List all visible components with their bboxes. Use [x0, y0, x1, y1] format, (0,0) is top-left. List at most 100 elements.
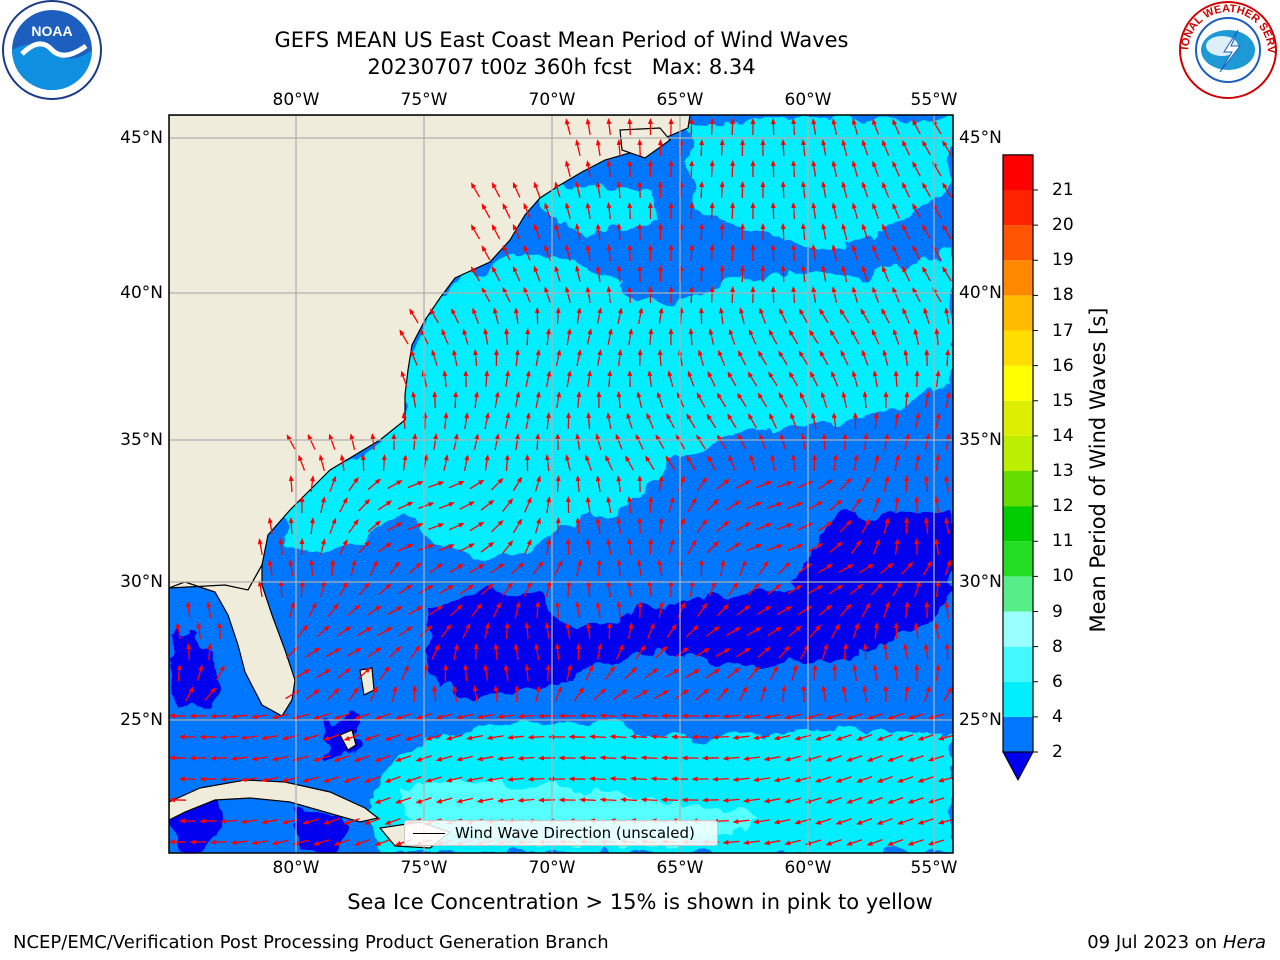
wave-direction-arrow [348, 476, 359, 492]
wave-direction-arrow [779, 433, 787, 450]
wave-direction-arrow [737, 392, 747, 408]
wave-direction-arrow [316, 668, 332, 679]
wave-direction-arrow [627, 202, 633, 220]
wave-direction-arrow [431, 349, 438, 366]
wave-direction-arrow [555, 601, 561, 619]
wave-direction-arrow [722, 839, 740, 845]
wave-direction-arrow [492, 601, 501, 618]
noaa-logo: NOAA [2, 0, 102, 100]
wave-direction-arrow [512, 476, 523, 492]
wave-direction-arrow [892, 581, 902, 597]
lat-tick-left: 30°N [120, 572, 163, 592]
wave-direction-arrow [840, 349, 849, 366]
wave-direction-arrow [595, 265, 601, 282]
wave-direction-arrow [739, 559, 747, 576]
wave-direction-arrow [251, 756, 269, 762]
colorbar-tick-label: 15 [1052, 390, 1074, 411]
wave-direction-arrow [871, 328, 880, 345]
lat-tick-left: 25°N [120, 710, 163, 730]
wave-direction-arrow [748, 328, 757, 345]
wave-direction-arrow [554, 181, 561, 198]
wave-direction-arrow [866, 838, 883, 846]
wave-direction-arrow [851, 286, 859, 303]
wave-direction-arrow [466, 776, 483, 783]
wave-direction-arrow [357, 626, 373, 637]
wave-direction-arrow [800, 433, 806, 451]
wave-direction-arrow [841, 139, 848, 156]
wave-direction-arrow [743, 840, 760, 846]
wave-direction-arrow [650, 734, 668, 740]
wave-direction-arrow [459, 584, 475, 595]
lat-tick-left: 35°N [120, 430, 163, 450]
wave-direction-arrow [298, 454, 306, 471]
wave-direction-arrow [402, 454, 408, 471]
wave-direction-arrow [747, 371, 758, 387]
wave-direction-arrow [410, 349, 418, 366]
wave-direction-arrow [388, 646, 402, 659]
wave-direction-arrow [185, 686, 194, 702]
wave-direction-arrow [456, 755, 473, 762]
wave-direction-arrow [292, 713, 309, 720]
wave-direction-arrow [566, 580, 572, 598]
wave-direction-arrow [894, 454, 900, 472]
wave-direction-arrow [348, 518, 359, 534]
wave-direction-arrow [533, 181, 541, 198]
wave-direction-arrow [627, 538, 633, 556]
wave-direction-arrow [554, 685, 563, 702]
lon-tick-bottom: 70°W [528, 858, 576, 878]
wave-direction-arrow [430, 308, 439, 324]
wave-direction-arrow [606, 496, 612, 514]
wave-direction-arrow [937, 734, 953, 741]
wave-direction-arrow [892, 160, 900, 177]
wave-direction-arrow [606, 118, 612, 136]
wave-direction-arrow [555, 433, 561, 451]
wave-direction-arrow [354, 838, 371, 846]
wave-direction-arrow [788, 329, 799, 345]
wave-direction-arrow [818, 479, 833, 490]
wave-direction-arrow [730, 118, 736, 136]
lon-tick-top: 80°W [272, 90, 320, 110]
wave-direction-arrow [637, 475, 643, 493]
wave-direction-arrow [804, 755, 822, 762]
wave-direction-arrow [912, 119, 921, 135]
wave-direction-arrow [821, 643, 829, 660]
wave-direction-arrow [758, 560, 769, 576]
wave-direction-arrow [735, 480, 752, 489]
wave-direction-arrow [804, 797, 822, 804]
wave-direction-arrow [709, 202, 715, 220]
wave-direction-arrow [743, 798, 760, 804]
wave-direction-arrow [295, 668, 311, 679]
footer-date: 09 Jul 2023 on [1087, 932, 1223, 953]
wave-direction-arrow [937, 818, 953, 825]
wave-direction-arrow [934, 496, 940, 513]
wave-direction-arrow [699, 181, 705, 199]
wave-direction-arrow [494, 391, 500, 409]
wave-direction-arrow [407, 523, 424, 531]
wave-direction-arrow [846, 713, 863, 720]
wave-direction-arrow [513, 307, 519, 324]
wave-direction-arrow [658, 475, 664, 492]
wave-direction-arrow [470, 224, 481, 240]
wave-direction-arrow [830, 623, 840, 639]
wave-direction-arrow [369, 559, 378, 576]
wave-direction-arrow [409, 644, 421, 659]
wave-direction-arrow [811, 412, 817, 429]
wave-direction-arrow [633, 689, 649, 700]
wave-direction-arrow [904, 601, 910, 618]
wave-direction-arrow [657, 349, 663, 367]
wave-direction-arrow [856, 817, 873, 825]
wave-direction-arrow [937, 776, 953, 783]
wave-direction-arrow [677, 601, 685, 618]
wave-direction-arrow [709, 286, 715, 304]
wave-direction-arrow [327, 603, 339, 617]
wave-direction-arrow [599, 755, 617, 761]
wave-direction-arrow [856, 775, 873, 783]
wave-direction-arrow [753, 777, 771, 783]
wave-direction-arrow [942, 266, 952, 282]
wave-direction-arrow [829, 499, 843, 511]
wave-direction-arrow [705, 668, 721, 679]
wave-direction-arrow [882, 223, 890, 240]
wave-direction-arrow [609, 776, 627, 782]
wave-direction-arrow [470, 266, 481, 282]
